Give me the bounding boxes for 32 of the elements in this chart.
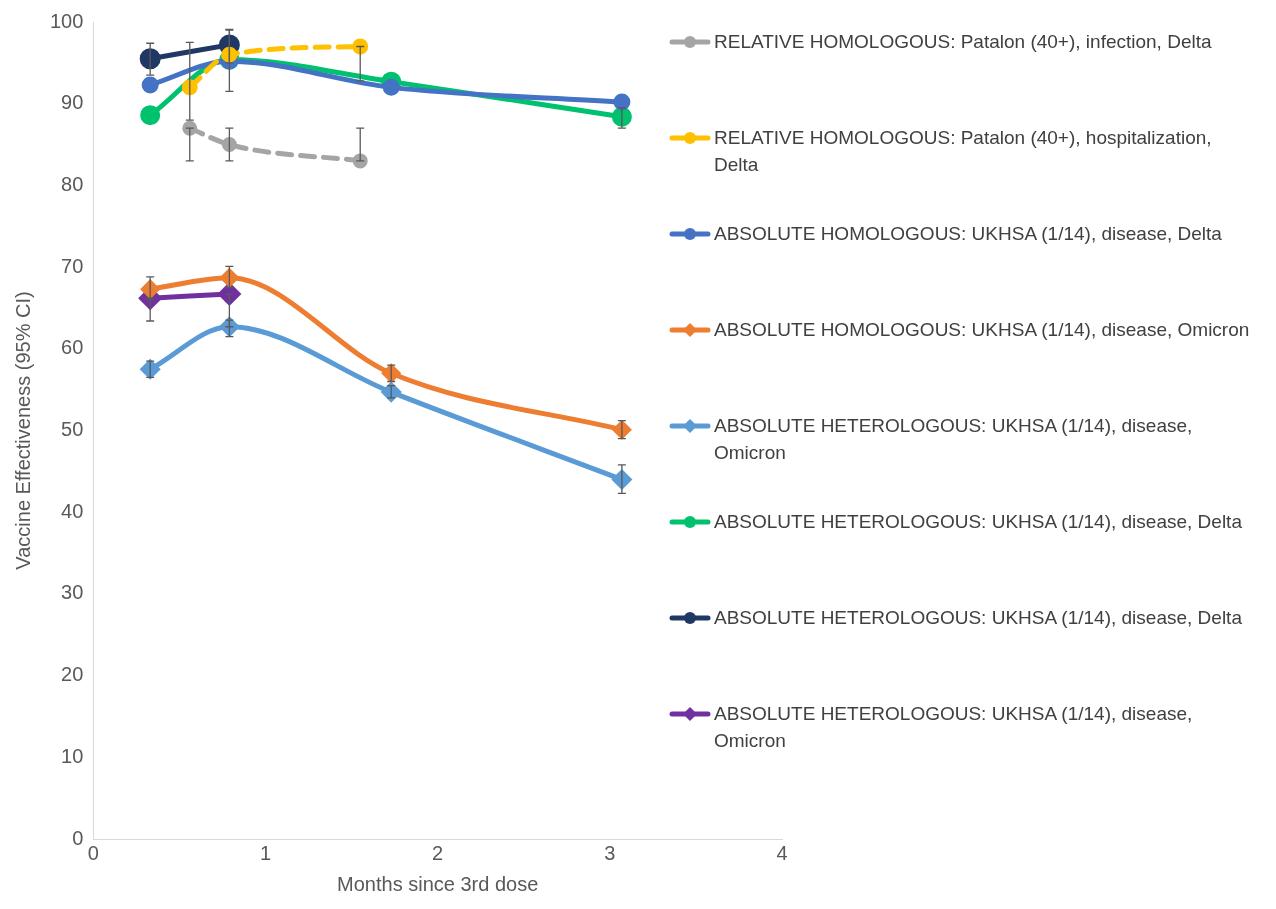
legend-label: ABSOLUTE HETEROLOGOUS: UKHSA (1/14), disease, Omicron bbox=[714, 414, 1194, 465]
point bbox=[139, 48, 161, 70]
y-tick-label: 90 bbox=[61, 91, 84, 114]
y-tick-label: 60 bbox=[61, 336, 84, 359]
y-axis-title: Vaccine Effectiveness (95% CI) bbox=[11, 291, 34, 570]
x-tick-label: 4 bbox=[776, 841, 788, 864]
point bbox=[381, 382, 401, 402]
y-tick-label: 100 bbox=[49, 9, 84, 32]
x-tick-label: 3 bbox=[604, 841, 616, 864]
point bbox=[140, 105, 161, 126]
y-tick-label: 0 bbox=[72, 826, 84, 849]
x-tick-label: 1 bbox=[259, 841, 272, 864]
legend-label: ABSOLUTE HOMOLOGOUS: UKHSA (1/14), disease, Delta bbox=[714, 222, 1222, 246]
y-tick-label: 70 bbox=[61, 254, 84, 277]
x-axis-title: Months since 3rd dose bbox=[337, 872, 539, 895]
point bbox=[382, 78, 400, 96]
point bbox=[613, 93, 631, 111]
y-tick-label: 50 bbox=[61, 418, 84, 441]
y-tick-label: 80 bbox=[61, 172, 84, 195]
legend-label: RELATIVE HOMOLOGOUS: Patalon (40+), hospitalization, Delta bbox=[714, 126, 1213, 177]
point bbox=[141, 76, 159, 94]
y-tick-label: 30 bbox=[61, 581, 84, 604]
legend-label: ABSOLUTE HETEROLOGOUS: UKHSA (1/14), disease, Omicron bbox=[714, 702, 1194, 753]
x-tick-label: 2 bbox=[432, 841, 444, 864]
y-tick-label: 40 bbox=[61, 499, 84, 522]
legend-label: ABSOLUTE HOMOLOGOUS: UKHSA (1/14), disease, Omicron bbox=[714, 318, 1250, 342]
legend-label: ABSOLUTE HETEROLOGOUS: UKHSA (1/14), disease, Delta bbox=[714, 510, 1242, 534]
legend-label: ABSOLUTE HETEROLOGOUS: UKHSA (1/14), disease, Delta bbox=[714, 606, 1242, 630]
x-tick-label: 0 bbox=[87, 841, 99, 864]
y-tick-label: 20 bbox=[61, 663, 84, 686]
y-tick-label: 10 bbox=[61, 744, 84, 767]
legend-label: RELATIVE HOMOLOGOUS: Patalon (40+), infection, Delta bbox=[714, 30, 1212, 54]
